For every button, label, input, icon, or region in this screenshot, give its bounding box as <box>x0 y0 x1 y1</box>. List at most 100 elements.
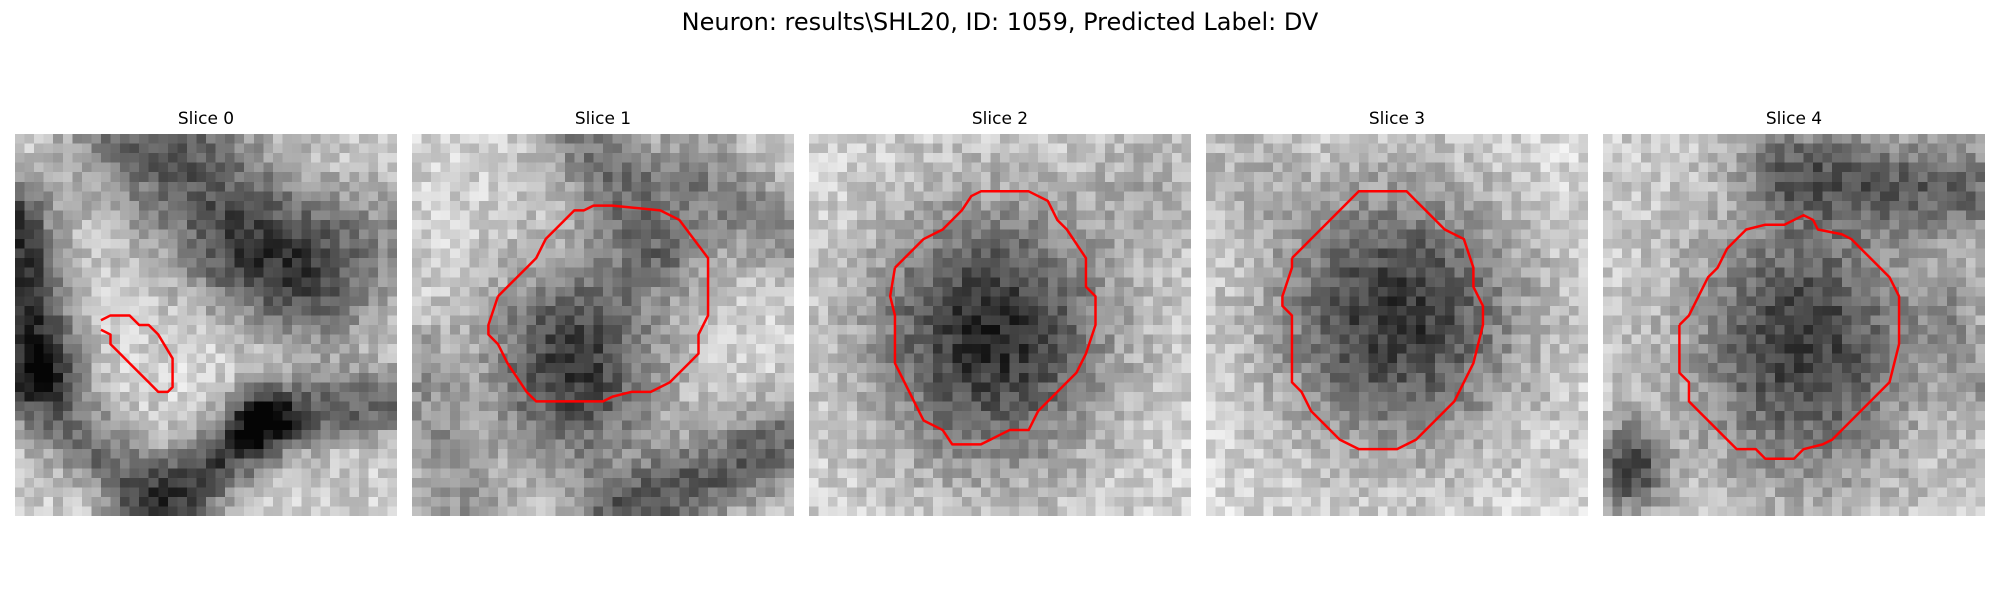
image-pixel <box>698 439 709 450</box>
image-pixel <box>536 286 546 297</box>
image-pixel <box>574 258 585 268</box>
image-pixel <box>244 372 254 383</box>
image-pixel <box>377 353 388 364</box>
image-pixel <box>1482 134 1493 144</box>
image-pixel <box>1339 153 1350 163</box>
image-pixel <box>1085 449 1096 459</box>
image-pixel <box>339 334 350 345</box>
image-pixel <box>34 334 44 345</box>
image-pixel <box>545 172 556 182</box>
image-pixel <box>971 229 982 240</box>
image-pixel <box>526 458 537 469</box>
image-pixel <box>952 496 962 507</box>
image-pixel <box>866 219 877 230</box>
image-pixel <box>933 210 943 221</box>
image-pixel <box>1133 430 1144 440</box>
image-pixel <box>81 353 92 364</box>
image-pixel <box>459 134 470 144</box>
image-pixel <box>158 200 168 211</box>
image-pixel <box>53 315 63 326</box>
image-pixel <box>1124 315 1134 326</box>
image-pixel <box>497 239 508 249</box>
image-pixel <box>196 134 207 144</box>
image-pixel <box>167 229 178 240</box>
image-pixel <box>904 239 915 249</box>
image-pixel <box>809 449 819 459</box>
image-pixel <box>1095 172 1106 182</box>
image-pixel <box>368 420 379 431</box>
image-pixel <box>301 449 312 459</box>
image-pixel <box>603 506 613 516</box>
image-pixel <box>717 487 728 498</box>
image-pixel <box>688 401 699 412</box>
image-pixel <box>368 229 379 240</box>
image-pixel <box>100 506 111 516</box>
image-pixel <box>980 382 991 393</box>
image-pixel <box>1416 143 1426 154</box>
image-pixel <box>555 172 565 182</box>
image-pixel <box>253 439 264 450</box>
image-pixel <box>708 172 718 182</box>
image-pixel <box>387 430 397 440</box>
image-pixel <box>196 200 207 211</box>
image-pixel <box>339 420 350 431</box>
image-pixel <box>412 344 422 354</box>
image-pixel <box>349 430 359 440</box>
image-pixel <box>1066 267 1077 278</box>
image-pixel <box>1181 172 1191 182</box>
image-pixel <box>234 296 245 307</box>
image-pixel <box>612 391 623 402</box>
image-pixel <box>809 382 819 393</box>
image-pixel <box>431 430 441 440</box>
image-pixel <box>43 286 54 297</box>
image-pixel <box>809 458 819 469</box>
image-pixel <box>755 363 766 373</box>
image-pixel <box>225 277 235 287</box>
image-pixel <box>311 315 321 326</box>
image-pixel <box>574 181 585 192</box>
image-pixel <box>1143 487 1153 498</box>
image-pixel <box>1076 181 1087 192</box>
image-pixel <box>81 391 92 402</box>
image-pixel <box>1009 258 1020 268</box>
image-pixel <box>555 353 565 364</box>
image-pixel <box>583 258 594 268</box>
image-pixel <box>215 219 226 230</box>
image-pixel <box>253 286 264 297</box>
image-pixel <box>526 487 537 498</box>
image-pixel <box>339 449 350 459</box>
image-pixel <box>15 258 25 268</box>
image-pixel <box>349 496 359 507</box>
image-pixel <box>263 181 274 192</box>
image-pixel <box>1171 153 1182 163</box>
image-pixel <box>215 401 226 412</box>
image-pixel <box>91 258 102 268</box>
image-pixel <box>215 344 226 354</box>
image-pixel <box>1038 267 1048 278</box>
image-pixel <box>698 239 709 249</box>
image-pixel <box>110 172 121 182</box>
image-pixel <box>809 334 819 345</box>
image-pixel <box>1085 296 1096 307</box>
image-pixel <box>923 430 934 440</box>
image-pixel <box>1511 134 1522 144</box>
image-pixel <box>837 449 848 459</box>
image-pixel <box>1133 506 1144 516</box>
image-pixel <box>301 410 312 421</box>
image-pixel <box>1133 286 1144 297</box>
image-pixel <box>603 449 613 459</box>
image-pixel <box>339 305 350 316</box>
image-pixel <box>167 181 178 192</box>
image-pixel <box>1425 134 1436 144</box>
image-pixel <box>856 325 867 335</box>
image-pixel <box>746 200 756 211</box>
image-pixel <box>110 401 121 412</box>
image-pixel <box>129 344 140 354</box>
image-pixel <box>564 286 575 297</box>
image-pixel <box>688 296 699 307</box>
image-pixel <box>139 258 149 268</box>
image-pixel <box>708 200 718 211</box>
image-pixel <box>1311 134 1321 144</box>
image-pixel <box>53 210 63 221</box>
image-pixel <box>330 143 340 154</box>
